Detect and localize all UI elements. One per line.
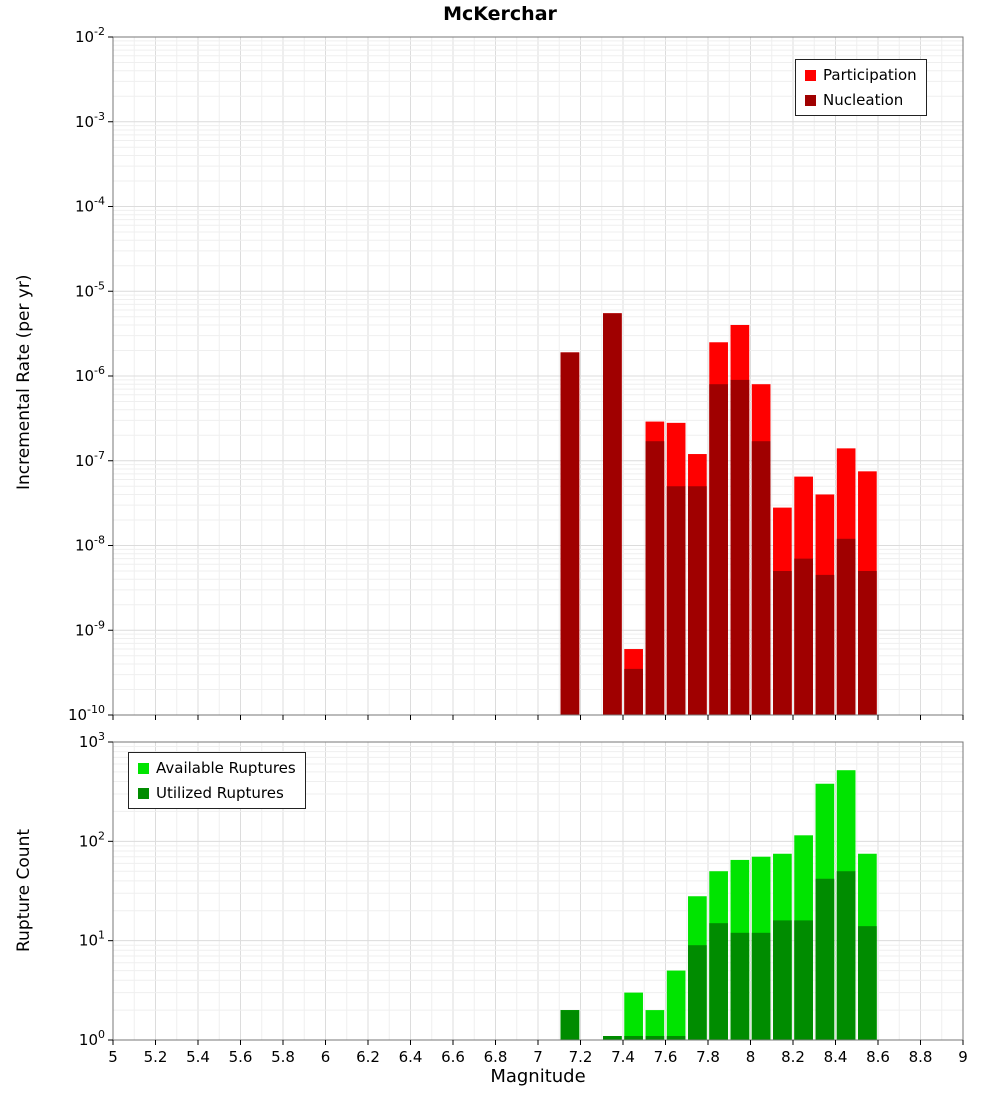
y-axis-ticks: 103 102 101 100 <box>79 730 113 1049</box>
x-tick-label: 5 <box>108 1048 118 1066</box>
x-tick-label: 6 <box>321 1048 331 1066</box>
bar <box>603 313 622 715</box>
bar <box>688 945 707 1040</box>
top-y-axis-label: Incremental Rate (per yr) <box>14 274 34 490</box>
legend-label-nucleation: Nucleation <box>823 91 904 109</box>
x-axis-ticks <box>112 715 964 720</box>
bar <box>666 1036 686 1040</box>
plot-0: 10-2 10-3 10-4 10-5 10-6 10-7 10-8 10-9 10-10 <box>68 25 964 724</box>
bar <box>645 1036 665 1040</box>
x-tick-label: 5.8 <box>271 1048 295 1066</box>
bar <box>688 486 707 715</box>
available-ruptures-swatch-icon <box>138 762 149 774</box>
series-utilized-ruptures <box>560 871 877 1040</box>
top-chart-legend: Participation Nucleation <box>795 59 927 116</box>
bar <box>624 992 643 1040</box>
x-tick-label: 6.6 <box>441 1048 465 1066</box>
x-tick-label: 5.4 <box>186 1048 210 1066</box>
y-tick-label: 10-4 <box>75 195 105 216</box>
y-axis-ticks: 10-2 10-3 10-4 10-5 10-6 10-7 10-8 10-9 10-10 <box>68 25 113 724</box>
bar <box>773 920 792 1040</box>
x-tick-label: 9 <box>958 1048 968 1066</box>
y-tick-label: 10-6 <box>75 364 105 385</box>
y-tick-label: 10-7 <box>75 449 105 470</box>
series-nucleation <box>560 313 877 715</box>
legend-item-available-ruptures: Available Ruptures <box>138 759 296 777</box>
bar <box>815 574 835 715</box>
x-tick-label: 7.2 <box>569 1048 593 1066</box>
x-tick-label: 8.2 <box>781 1048 805 1066</box>
x-tick-label: 8.4 <box>824 1048 848 1066</box>
y-tick-label: 10-8 <box>75 534 105 555</box>
x-tick-label: 6.4 <box>399 1048 423 1066</box>
x-axis-label: Magnitude <box>490 1066 586 1087</box>
bar <box>645 441 665 715</box>
x-tick-label: 5.6 <box>229 1048 253 1066</box>
nucleation-swatch-icon <box>805 94 816 106</box>
y-tick-label: 10-5 <box>75 279 105 300</box>
bar <box>858 926 877 1040</box>
y-tick-label: 102 <box>79 829 105 850</box>
x-tick-label: 7.4 <box>611 1048 635 1066</box>
bar <box>624 668 643 715</box>
bar <box>858 571 877 715</box>
x-tick-label: 8 <box>746 1048 756 1066</box>
bottom-chart-legend: Available Ruptures Utilized Ruptures <box>128 752 306 809</box>
bottom-y-axis-label: Rupture Count <box>14 828 34 952</box>
bar <box>624 1036 643 1040</box>
participation-swatch-icon <box>805 69 816 81</box>
bar <box>730 379 750 715</box>
chart-title: McKerchar <box>443 3 557 25</box>
bar <box>666 970 686 1040</box>
x-tick-label: 8.8 <box>909 1048 933 1066</box>
legend-item-participation: Participation <box>805 66 917 84</box>
bar <box>773 571 792 715</box>
bar <box>709 923 728 1040</box>
legend-label-utilized-ruptures: Utilized Ruptures <box>156 784 284 802</box>
bar <box>794 920 813 1040</box>
bar <box>836 871 856 1040</box>
legend-item-utilized-ruptures: Utilized Ruptures <box>138 784 296 802</box>
bar <box>794 558 813 715</box>
legend-label-available-ruptures: Available Ruptures <box>156 759 296 777</box>
y-tick-label: 10-10 <box>68 703 105 724</box>
x-tick-label: 6.2 <box>356 1048 380 1066</box>
bar <box>815 878 835 1040</box>
legend-label-participation: Participation <box>823 66 917 84</box>
gridlines <box>113 37 963 715</box>
y-tick-label: 101 <box>79 929 105 950</box>
bar <box>560 1010 580 1040</box>
bar <box>730 932 750 1040</box>
y-tick-label: 103 <box>79 730 105 751</box>
y-tick-label: 100 <box>79 1028 105 1049</box>
x-tick-label: 7.8 <box>696 1048 720 1066</box>
bar <box>751 932 771 1040</box>
x-tick-label: 7 <box>533 1048 543 1066</box>
y-tick-label: 10-3 <box>75 110 105 131</box>
x-tick-label: 8.6 <box>866 1048 890 1066</box>
bar <box>560 352 580 715</box>
y-tick-label: 10-2 <box>75 25 105 46</box>
bar <box>836 538 856 715</box>
bar <box>751 441 771 715</box>
bar <box>709 384 728 715</box>
x-axis-ticks: 5 5.2 5.4 5.6 5.8 6 6.2 6.4 6.6 6.8 7 7.2 7.4 7.6 7.8 8… <box>108 1040 968 1066</box>
bar <box>666 486 686 715</box>
x-tick-label: 6.8 <box>484 1048 508 1066</box>
bar <box>603 1036 622 1040</box>
y-tick-label: 10-9 <box>75 618 105 639</box>
bar <box>645 1010 665 1040</box>
x-tick-label: 5.2 <box>144 1048 168 1066</box>
legend-item-nucleation: Nucleation <box>805 91 917 109</box>
utilized-ruptures-swatch-icon <box>138 787 149 799</box>
x-tick-label: 7.6 <box>654 1048 678 1066</box>
